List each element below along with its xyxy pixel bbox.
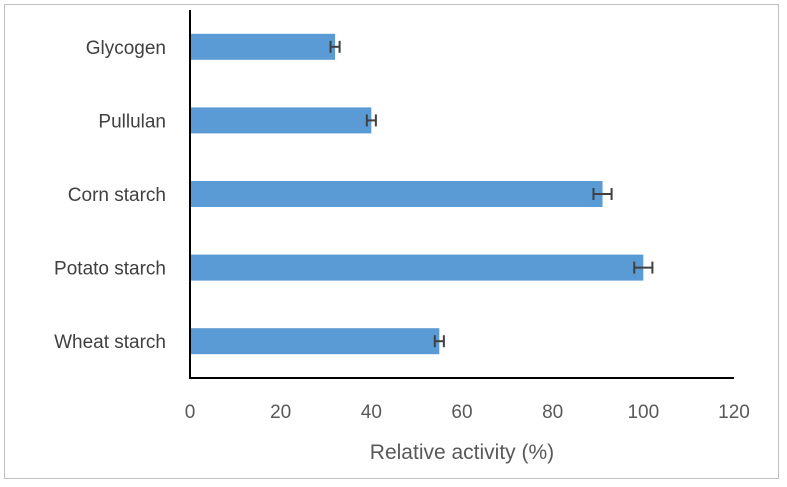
x-tick-label-0: 0	[185, 402, 196, 423]
error-bars-layer	[329, 40, 654, 348]
bars-layer	[190, 33, 644, 355]
error-bar-pullulan	[365, 114, 377, 127]
x-tick-labels: 0 20 40 60 80 100 120	[185, 402, 750, 423]
x-tick-label-80: 80	[542, 402, 563, 423]
bar-pullulan	[190, 107, 372, 134]
category-label-corn-starch: Corn starch	[68, 185, 166, 206]
x-tick-label-100: 100	[627, 402, 659, 423]
x-tick-label-40: 40	[361, 402, 382, 423]
x-axis-title: Relative activity (%)	[370, 441, 554, 464]
bar-wheat-starch	[190, 328, 440, 355]
x-tick-label-20: 20	[270, 402, 291, 423]
bar-glycogen	[190, 33, 336, 60]
x-tick-label-120: 120	[718, 402, 750, 423]
category-labels: Glycogen Pullulan Corn starch Potato starch…	[54, 38, 166, 353]
error-bar-potato-starch	[633, 261, 654, 274]
category-label-pullulan: Pullulan	[98, 111, 166, 132]
bar-potato-starch	[190, 254, 644, 281]
category-label-glycogen: Glycogen	[86, 38, 166, 59]
error-bar-wheat-starch	[433, 335, 445, 348]
bar-corn-starch	[190, 181, 603, 207]
category-label-potato-starch: Potato starch	[54, 259, 166, 280]
chart-frame	[4, 4, 779, 479]
error-bar-corn-starch	[592, 188, 613, 200]
x-tick-label-60: 60	[451, 402, 472, 423]
category-label-wheat-starch: Wheat starch	[54, 332, 166, 353]
error-bar-glycogen	[329, 40, 341, 53]
